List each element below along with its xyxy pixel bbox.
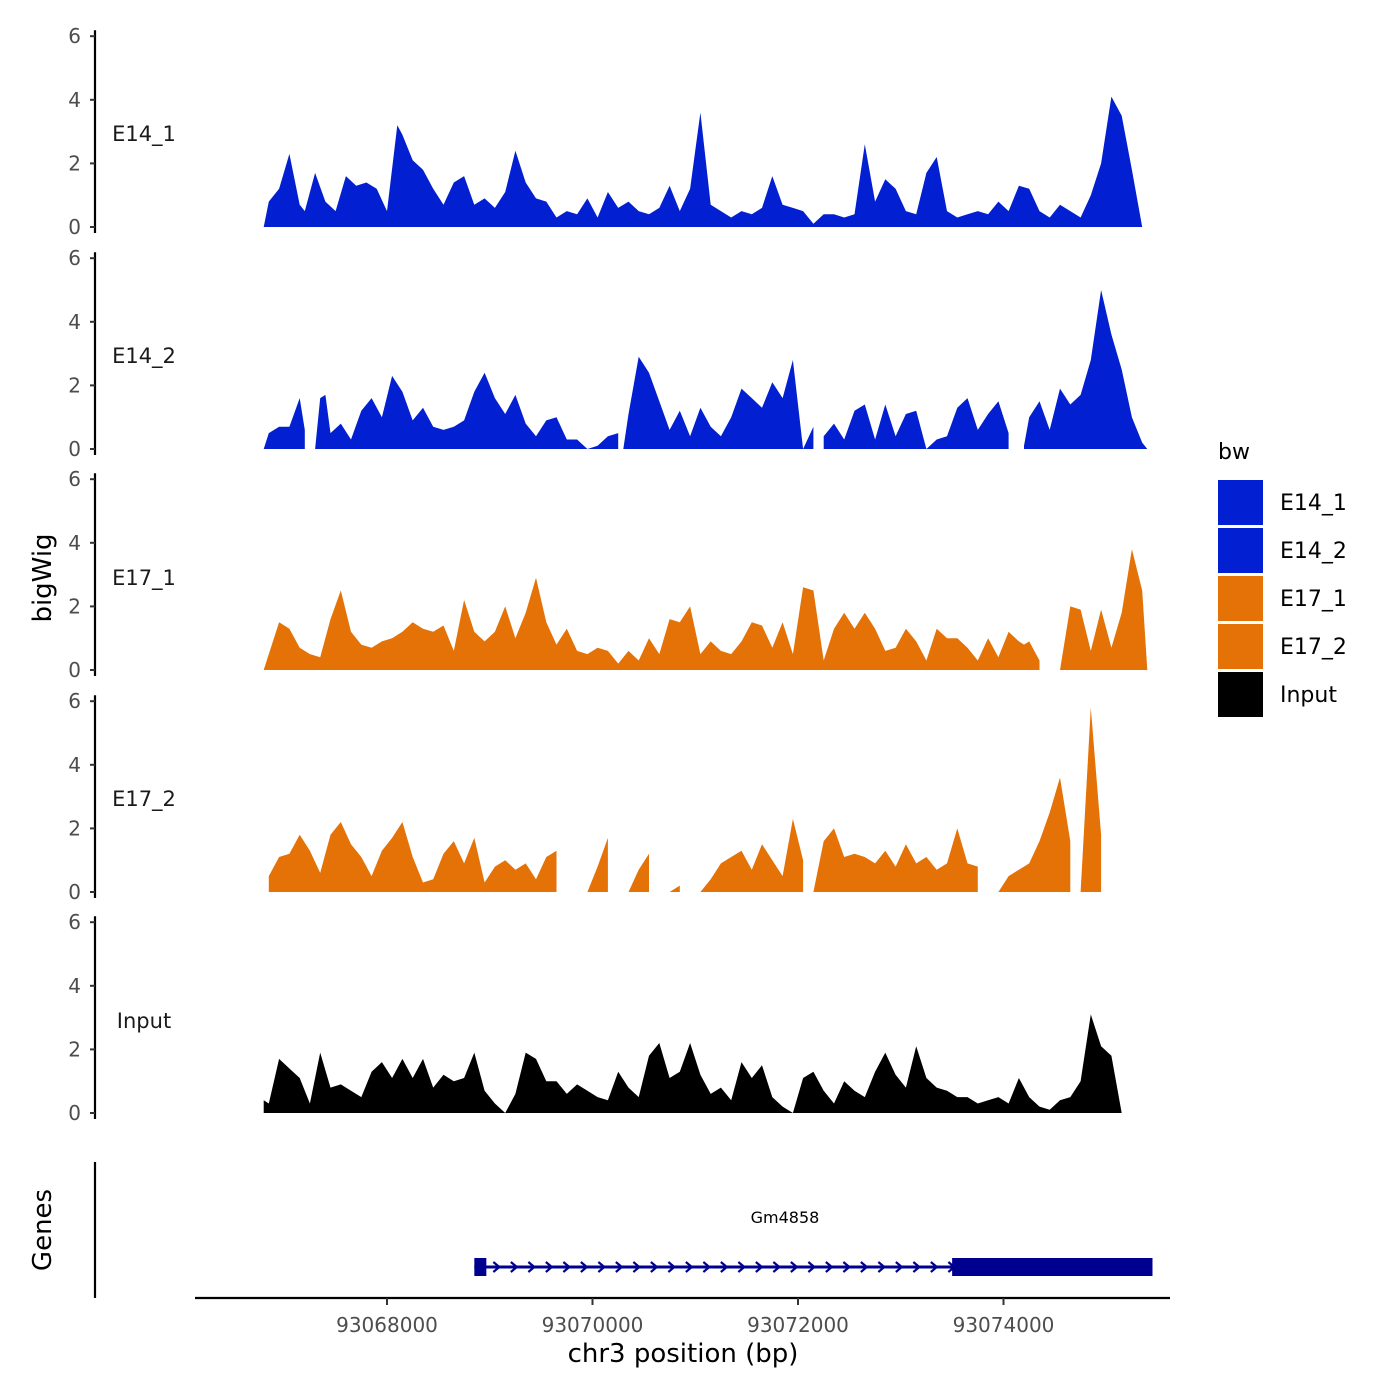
strand-arrow	[632, 1261, 642, 1273]
strand-arrow	[702, 1261, 712, 1273]
strand-arrow	[667, 1261, 677, 1273]
strand-arrow	[685, 1261, 694, 1273]
strand-arrow	[720, 1261, 729, 1273]
legend-label: E14_2	[1280, 539, 1347, 564]
y-tick-label: 4	[68, 88, 81, 112]
strand-arrow	[562, 1261, 572, 1273]
y-tick-label: 2	[68, 373, 81, 397]
signal-area-e17_2	[628, 853, 649, 892]
strand-arrow	[807, 1261, 817, 1273]
track-label: Input	[117, 1009, 171, 1033]
strand-arrow	[615, 1261, 624, 1273]
genes-axis-title: Genes	[28, 1189, 58, 1271]
strand-arrow	[580, 1261, 589, 1273]
signal-area-e17_1	[1060, 549, 1153, 670]
x-tick-label: 93074000	[953, 1313, 1055, 1337]
legend-swatch-e14_1	[1218, 480, 1263, 525]
strand-arrow	[877, 1261, 887, 1273]
track-e14_2: 0 2 4 6 E14_2	[68, 246, 1153, 461]
y-tick-label: 4	[68, 531, 81, 555]
x-tick-label: 93070000	[542, 1313, 644, 1337]
y-tick-label: 0	[68, 658, 81, 682]
gene-label: Gm4858	[751, 1208, 820, 1227]
x-tick-label: 93068000	[336, 1313, 438, 1337]
strand-arrow	[597, 1261, 607, 1273]
legend-label: E14_1	[1280, 491, 1347, 516]
track-label: E17_2	[112, 787, 176, 812]
track-e17_1: 0 2 4 6 E17_1	[68, 467, 1153, 682]
signal-area-e17_2	[268, 822, 557, 892]
gene-exon	[474, 1258, 487, 1276]
strand-arrow	[772, 1261, 782, 1273]
strand-arrow	[510, 1261, 519, 1273]
x-axis-title: chr3 position (bp)	[568, 1339, 799, 1369]
track-input: 0 2 4 6 Input	[68, 910, 1153, 1125]
strand-arrow	[527, 1261, 537, 1273]
y-tick-label: 2	[68, 816, 81, 840]
track-e17_2: 0 2 4 6 E17_2	[68, 689, 1102, 904]
signal-area-e14_1	[263, 96, 1153, 227]
y-tick-label: 6	[68, 910, 81, 934]
strand-arrow	[650, 1261, 659, 1273]
gene-track: Gm4858	[93, 1162, 1153, 1298]
strand-arrow	[912, 1261, 922, 1273]
signal-area-e14_2	[315, 372, 619, 449]
legend-label: E17_1	[1280, 587, 1347, 612]
legend-swatch-e14_2	[1218, 528, 1263, 573]
legend-label: E17_2	[1280, 635, 1347, 660]
y-tick-label: 4	[68, 753, 81, 777]
signal-area-e17_2	[998, 777, 1071, 892]
track-label: E14_2	[112, 344, 176, 369]
track-label: E14_1	[112, 122, 176, 147]
tracks-layer: 0 2 4 6 E14_1 0 2 4 6 E14_2 0 2 4 6 E17_1 0 2 4 6 E17_2 0 2 4 6…	[68, 24, 1153, 1125]
y-tick-label: 4	[68, 974, 81, 998]
signal-area-input	[263, 1014, 1153, 1113]
strand-arrow	[930, 1261, 939, 1273]
y-tick-label: 0	[68, 880, 81, 904]
y-axis-title: bigWig	[28, 533, 58, 622]
strand-arrow	[492, 1261, 502, 1273]
legend-swatch-e17_2	[1218, 624, 1263, 669]
strand-arrow	[842, 1261, 852, 1273]
y-tick-label: 6	[68, 689, 81, 713]
strand-arrow	[755, 1261, 764, 1273]
signal-area-e14_2	[263, 398, 305, 449]
y-tick-label: 2	[68, 1037, 81, 1061]
signal-area-e14_2	[823, 398, 1009, 449]
signal-area-e17_2	[587, 837, 608, 892]
y-tick-label: 2	[68, 594, 81, 618]
track-label: E17_1	[112, 566, 176, 591]
strand-arrow	[545, 1261, 554, 1273]
gene-exon	[952, 1258, 1153, 1276]
signal-area-e17_1	[263, 577, 1040, 670]
y-tick-label: 6	[68, 24, 81, 48]
y-tick-label: 0	[68, 1101, 81, 1125]
signal-area-e17_2	[813, 828, 978, 892]
strand-arrow	[790, 1261, 799, 1273]
legend-label: Input	[1280, 683, 1337, 708]
strand-arrow	[825, 1261, 834, 1273]
legend-title: bw	[1218, 440, 1250, 465]
x-axis: 93068000 93070000 93072000 93074000	[195, 1296, 1170, 1337]
y-tick-label: 6	[68, 246, 81, 270]
legend-swatch-e17_1	[1218, 576, 1263, 621]
signal-area-e17_2	[700, 818, 804, 892]
signal-area-e17_2	[1080, 707, 1102, 892]
signal-area-e14_2	[1024, 290, 1153, 449]
legend-swatch-input	[1218, 672, 1263, 717]
track-e14_1: 0 2 4 6 E14_1	[68, 24, 1153, 239]
y-tick-label: 2	[68, 151, 81, 175]
strand-arrow	[895, 1261, 904, 1273]
strand-arrow	[860, 1261, 869, 1273]
x-tick-label: 93072000	[747, 1313, 849, 1337]
legend: bw E14_1 E14_2 E17_1 E17_2 Input	[1218, 440, 1347, 717]
y-tick-label: 6	[68, 467, 81, 491]
signal-area-e14_2	[623, 356, 814, 449]
strand-arrow	[737, 1261, 747, 1273]
y-tick-label: 0	[68, 437, 81, 461]
y-tick-label: 4	[68, 310, 81, 334]
signal-area-e17_2	[669, 885, 680, 892]
y-tick-label: 0	[68, 215, 81, 239]
